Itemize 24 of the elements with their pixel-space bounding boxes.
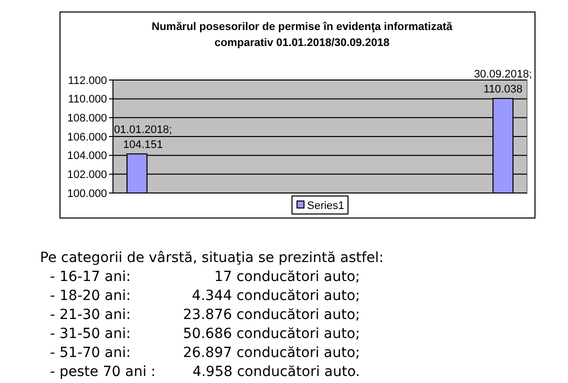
y-tick-label: 110.000: [68, 94, 107, 106]
y-tick-label: 104.000: [67, 150, 107, 162]
text: 23.876 conducători auto;: [183, 307, 360, 323]
text: - 16-17 ani:: [50, 269, 131, 285]
data-label: 30.09.2018; 110.038: [474, 68, 532, 96]
y-tick-label: 100.000: [67, 188, 107, 200]
legend-label: Series1: [307, 200, 344, 212]
text: 26.897 conducători auto;: [183, 345, 360, 361]
text: - 21-30 ani:: [50, 307, 131, 323]
y-tick-label: 106.000: [67, 131, 107, 144]
text: - peste 70 ani :: [50, 364, 156, 380]
text: - 31-50 ani:: [50, 326, 131, 342]
data-label: 01.01.2018; 104.151: [114, 124, 172, 151]
y-tick-label: 112.000: [68, 74, 107, 87]
text: - 18-20 ani:: [50, 288, 131, 304]
text: 4.344 conducători auto;: [192, 288, 360, 304]
text: 4.958 conducători auto.: [192, 364, 360, 380]
text: - 51-70 ani:: [50, 345, 131, 361]
text: 50.686 conducători auto;: [183, 326, 360, 342]
y-tick-label: 102.000: [67, 169, 107, 182]
text: Pe categorii de vârstă, situaţia se prezintă astfel:: [40, 250, 384, 266]
y-tick-label: 108.000: [67, 112, 107, 125]
chart-title: Numărul posesorilor de permise în evidenţa informatizată comparativ 01.01.2018/30.09.2018: [152, 21, 454, 49]
text: 17 conducători auto;: [214, 269, 360, 285]
